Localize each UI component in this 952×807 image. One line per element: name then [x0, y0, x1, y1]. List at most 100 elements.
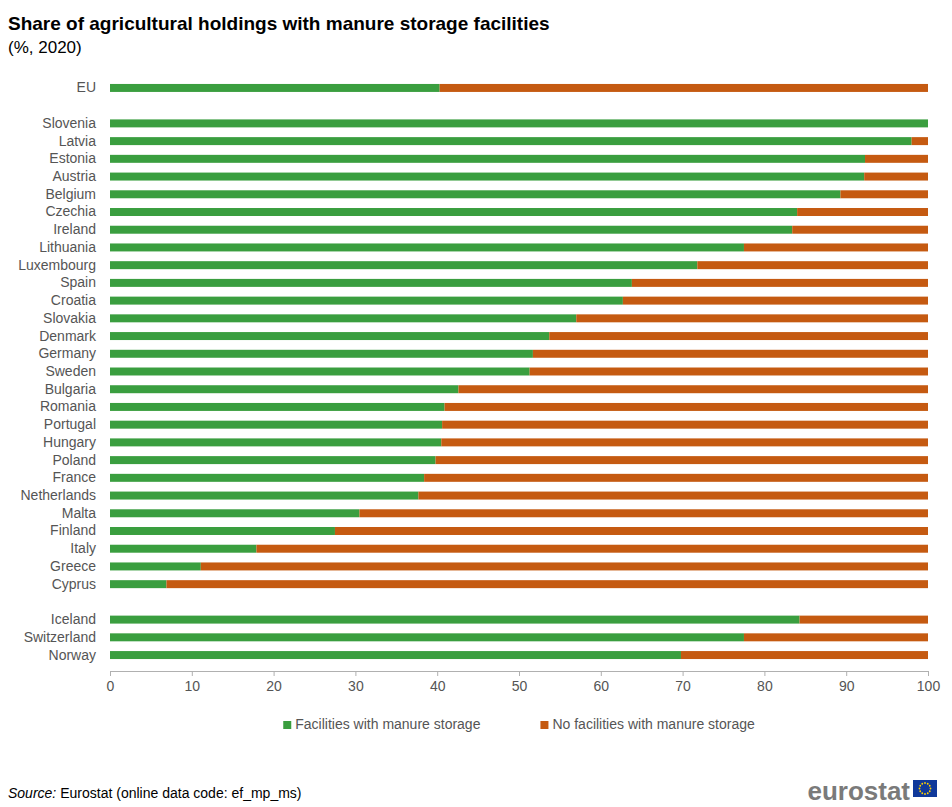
bar — [530, 368, 928, 376]
tick-mark — [110, 671, 111, 676]
bar — [928, 119, 929, 127]
logo-star — [929, 785, 931, 787]
bar — [110, 545, 256, 553]
logo-star — [927, 792, 929, 794]
bar — [533, 350, 928, 358]
tick-label: 10 — [185, 678, 201, 694]
category-label: Croatia — [51, 292, 96, 308]
category-label: France — [52, 469, 96, 485]
logo-star — [919, 788, 921, 790]
tick: Estonia — [49, 150, 96, 166]
tick: Romania — [40, 398, 96, 414]
tick: 30 — [348, 671, 364, 694]
category-label: Latvia — [59, 133, 97, 149]
bar — [110, 297, 623, 305]
bar — [110, 208, 797, 216]
bar — [359, 509, 928, 517]
bar — [418, 492, 928, 500]
bar — [110, 509, 359, 517]
category-label: Malta — [62, 505, 96, 521]
tick: Lithuania — [39, 239, 96, 255]
bar — [440, 84, 928, 92]
bar — [110, 421, 442, 429]
tick-mark — [764, 671, 765, 676]
tick: 50 — [512, 671, 528, 694]
bar — [549, 332, 928, 340]
category-label: Netherlands — [21, 487, 97, 503]
bar — [201, 562, 928, 570]
bar — [256, 545, 928, 553]
tick-mark — [274, 671, 275, 676]
bar — [110, 119, 928, 127]
bar — [110, 385, 458, 393]
logo: eurostat — [807, 776, 937, 806]
tick: Czechia — [45, 203, 96, 219]
bar — [424, 474, 928, 482]
logo-star — [924, 793, 926, 795]
bar — [110, 350, 533, 358]
tick: Italy — [70, 540, 96, 556]
category-label: Finland — [50, 522, 96, 538]
tick: 70 — [675, 671, 691, 694]
category-label: Norway — [49, 647, 96, 663]
bar — [912, 137, 928, 145]
subtitle: (%, 2020) — [8, 38, 82, 57]
source-label: Source: — [8, 785, 56, 801]
category-label: EU — [77, 79, 96, 95]
logo-star — [921, 792, 923, 794]
category-label: Iceland — [51, 611, 96, 627]
bar — [865, 155, 928, 163]
category-label: Portugal — [44, 416, 96, 432]
tick-label: 100 — [917, 678, 941, 694]
tick: Portugal — [44, 416, 96, 432]
bar — [110, 137, 912, 145]
tick: 40 — [430, 671, 446, 694]
tick-label: 90 — [839, 678, 855, 694]
legend-swatch — [540, 721, 548, 729]
category-label: Ireland — [53, 221, 96, 237]
tick: Cyprus — [52, 576, 96, 592]
tick-label: 0 — [107, 678, 115, 694]
category-label: Slovakia — [43, 310, 96, 326]
legend-label: Facilities with manure storage — [295, 716, 480, 732]
tick: Greece — [50, 558, 96, 574]
tick: France — [52, 469, 96, 485]
tick: 60 — [594, 671, 610, 694]
bar — [436, 456, 928, 464]
tick-label: 80 — [757, 678, 773, 694]
tick-mark — [355, 671, 356, 676]
bar — [110, 580, 166, 588]
tick: Slovenia — [42, 115, 96, 131]
tick: Bulgaria — [45, 381, 97, 397]
tick-mark — [928, 671, 929, 676]
tick: 80 — [757, 671, 773, 694]
category-label: Romania — [40, 398, 96, 414]
tick-label: 20 — [266, 678, 282, 694]
category-label: Lithuania — [39, 239, 96, 255]
bar — [110, 403, 445, 411]
category-label: Greece — [50, 558, 96, 574]
bar — [110, 243, 744, 251]
tick-mark — [437, 671, 438, 676]
bar — [110, 651, 681, 659]
category-label: Spain — [60, 274, 96, 290]
bar — [110, 279, 632, 287]
tick: 100 — [917, 671, 941, 694]
bar — [110, 492, 418, 500]
bar — [864, 173, 928, 181]
category-label: Bulgaria — [45, 381, 97, 397]
category-label: Italy — [70, 540, 96, 556]
bar — [441, 438, 928, 446]
bar — [576, 314, 928, 322]
source: Source:Eurostat (online data code: ef_mp… — [8, 785, 302, 801]
bar — [797, 208, 928, 216]
logo-star — [927, 783, 929, 785]
tick-mark — [519, 671, 520, 676]
category-label: Slovenia — [42, 115, 96, 131]
title: Share of agricultural holdings with manu… — [8, 13, 550, 34]
tick: Poland — [52, 452, 96, 468]
category-label: Poland — [52, 452, 96, 468]
tick-label: 30 — [348, 678, 364, 694]
bar — [681, 651, 928, 659]
logo-star — [919, 790, 921, 792]
